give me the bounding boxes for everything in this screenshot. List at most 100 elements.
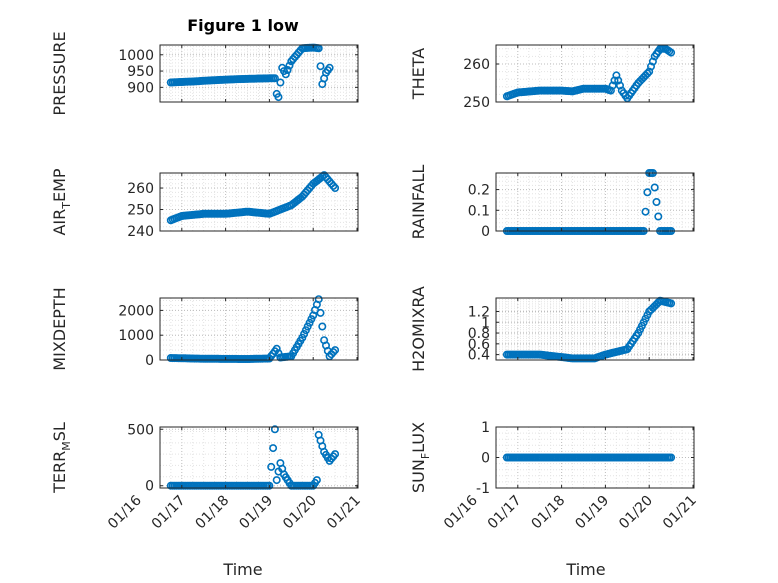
data-point (643, 188, 652, 197)
data-point (652, 198, 661, 207)
axes-box (495, 172, 695, 232)
data-point (267, 462, 276, 471)
y-tick-label: 1 (481, 315, 490, 331)
y-tick-label: 0 (481, 451, 490, 467)
series (502, 44, 676, 103)
axes-box (159, 297, 359, 361)
figure-title: Figure 1 low (187, 16, 299, 35)
axes-box (495, 297, 695, 361)
data-point (314, 295, 323, 304)
data-point (641, 207, 650, 216)
data-point (300, 329, 309, 338)
subplot-theta: 250 260 THETA (409, 44, 695, 111)
data-point (329, 348, 338, 357)
y-tick-label: 2000 (118, 303, 154, 319)
series (502, 453, 676, 462)
y-axis-label: AIRTEMP (50, 168, 73, 235)
data-point (276, 78, 285, 87)
data-point (270, 74, 279, 83)
y-tick-label: 0 (145, 353, 154, 369)
y-axis-label: THETA (409, 48, 428, 100)
series (166, 171, 340, 225)
y-axis-label-main: SUN (409, 459, 428, 493)
y-axis-label-main: RAINFALL (409, 165, 428, 240)
data-point (265, 481, 274, 490)
y-axis-label: RAINFALL (409, 165, 428, 240)
y-tick-label: -1 (476, 481, 490, 497)
data-point (331, 184, 340, 193)
y-axis-label-main: MIXDEPTH (50, 287, 69, 370)
axes-box (159, 44, 359, 103)
y-axis-label: MIXDEPTH (50, 287, 69, 370)
subplot-mixdepth: 0 1000 2000 MIXDEPTH (50, 287, 359, 371)
axes-box (159, 172, 359, 232)
y-axis-label: PRESSURE (50, 31, 69, 115)
data-point (667, 48, 676, 57)
y-tick-label: 0.2 (468, 183, 490, 199)
y-tick-label: 0.6 (468, 337, 490, 353)
y-axis-label-sub: T (60, 202, 73, 210)
data-point (272, 476, 281, 485)
subplot-h2omixra: 0.40.60.811.2 H2OMIXRA (409, 286, 695, 372)
y-tick-label: 950 (127, 64, 154, 80)
y-axis-label-tail: LUX (409, 422, 428, 453)
data-point (285, 61, 294, 70)
y-tick-label: 250 (463, 95, 490, 111)
y-tick-label: 0.8 (468, 326, 490, 342)
series (166, 43, 334, 102)
y-tick-label: 1.2 (468, 304, 490, 320)
y-axis-label-main: TERR (50, 451, 69, 494)
data-point (274, 93, 283, 102)
grid (160, 173, 358, 231)
axes-box (495, 44, 695, 103)
y-axis-label: SUNFLUX (409, 422, 432, 493)
data-point (654, 212, 663, 221)
data-point (272, 344, 281, 353)
data-point (331, 346, 340, 355)
subplot-rainfall: 0 0.1 0.2 RAINFALL (409, 165, 695, 240)
y-tick-label: 260 (127, 181, 154, 197)
y-tick-label: 500 (127, 422, 154, 438)
data-point (643, 69, 652, 78)
data-point (281, 70, 290, 79)
x-axis-label: Time (222, 560, 262, 579)
data-point (667, 453, 676, 462)
y-tick-label: 0 (481, 224, 490, 240)
y-tick-label: 1000 (118, 48, 154, 64)
y-tick-label: 1 (481, 420, 490, 436)
y-tick-label: 250 (127, 203, 154, 219)
data-point (325, 63, 334, 72)
data-point (667, 299, 676, 308)
y-axis-label-main: AIR (50, 209, 69, 236)
data-point (269, 444, 278, 453)
y-axis-label-sub: M (60, 441, 73, 451)
y-tick-label: 0 (145, 479, 154, 495)
y-axis-label-tail: EMP (50, 168, 69, 202)
data-point (312, 476, 321, 485)
data-point (283, 66, 292, 75)
y-tick-label: 900 (127, 80, 154, 96)
y-tick-label: 260 (463, 57, 490, 73)
axes-box (159, 426, 359, 489)
data-point (331, 450, 340, 459)
y-axis-label-tail: SL (50, 422, 69, 441)
data-point (316, 62, 325, 71)
y-tick-label: 240 (127, 224, 154, 240)
data-point (316, 308, 325, 317)
y-axis-label-main: THETA (409, 48, 428, 100)
y-axis-label-main: H2OMIXRA (409, 286, 428, 372)
y-tick-label: 0.1 (468, 203, 490, 219)
y-axis-label-sub: F (419, 453, 432, 459)
y-axis-label-main: PRESSURE (50, 31, 69, 115)
data-point (270, 425, 279, 434)
y-tick-label: 1000 (118, 328, 154, 344)
y-axis-label: TERRMSL (50, 422, 73, 494)
subplot-air: 240 250 260 AIRTEMP (50, 168, 359, 240)
data-point (318, 322, 327, 331)
y-tick-label: 0.4 (468, 348, 490, 364)
x-axis-label: Time (565, 560, 605, 579)
y-axis-label: H2OMIXRA (409, 286, 428, 372)
